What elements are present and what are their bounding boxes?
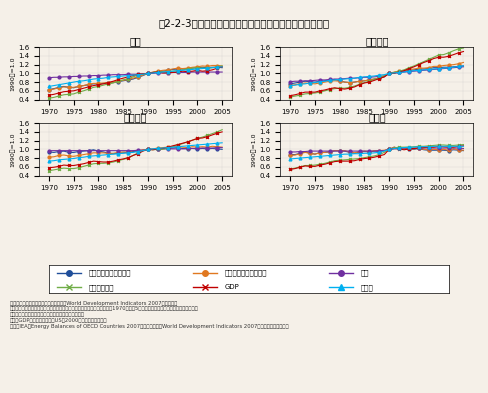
Y-axis label: 1990年=1.0: 1990年=1.0	[251, 56, 257, 91]
Title: イギリス: イギリス	[124, 112, 147, 122]
Text: 世帯数: 世帯数	[361, 284, 374, 290]
Title: ドイツ: ドイツ	[368, 112, 386, 122]
Y-axis label: 1990年=1.0: 1990年=1.0	[10, 132, 15, 167]
Y-axis label: 1990年=1.0: 1990年=1.0	[10, 56, 15, 91]
Title: 日本: 日本	[130, 37, 142, 46]
Text: 人口: 人口	[361, 270, 369, 276]
Text: 注１：人口、家計消費支出は世界銀行「World Development Indicators 2007」による。
　２：世帯数は各国の国勢調査データによる。日本: 注１：人口、家計消費支出は世界銀行「World Development Indi…	[10, 301, 288, 329]
Text: 家計消費支出: 家計消費支出	[89, 284, 114, 290]
Text: 家庭エネルギー消費量: 家庭エネルギー消費量	[225, 270, 267, 276]
Text: 図2-2-3　各国の家庭用エネルギー消費と関連指標の推移: 図2-2-3 各国の家庭用エネルギー消費と関連指標の推移	[159, 18, 329, 28]
Y-axis label: 1990年=1.0: 1990年=1.0	[251, 132, 257, 167]
Text: 最終エネルギー消費量: 最終エネルギー消費量	[89, 270, 131, 276]
Title: アメリカ: アメリカ	[365, 37, 388, 46]
Text: GDP: GDP	[225, 284, 240, 290]
